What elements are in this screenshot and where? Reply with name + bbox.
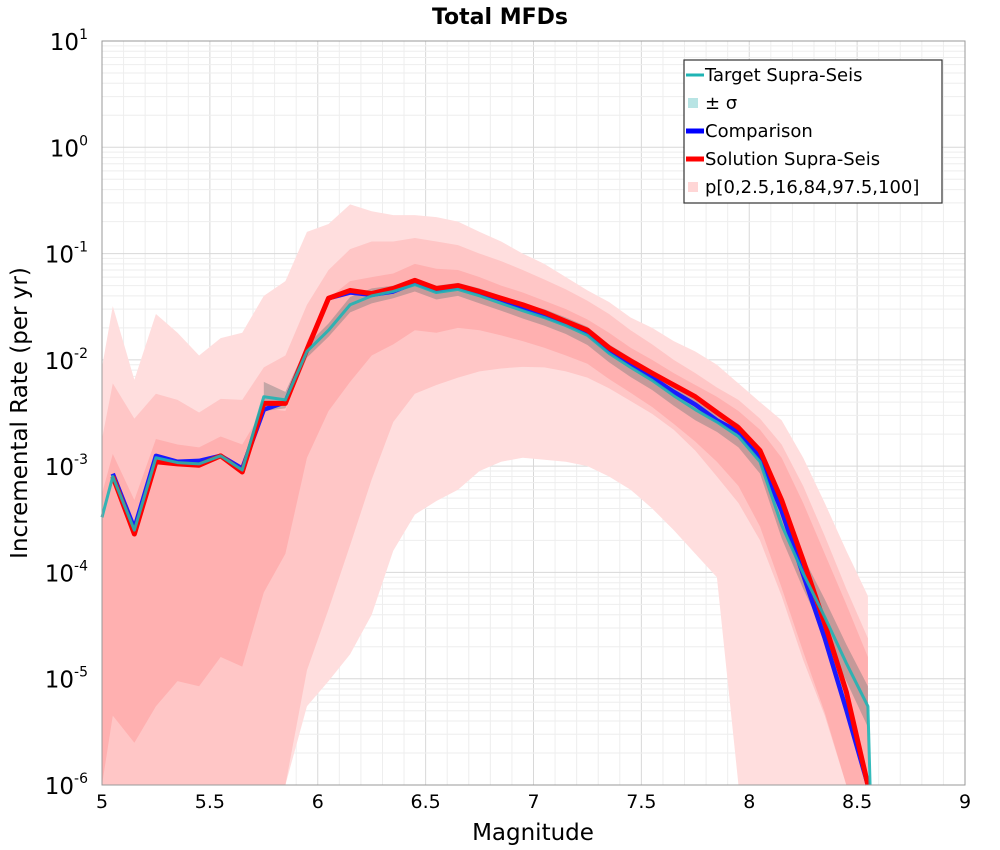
x-tick-label: 5.5 [195, 791, 225, 813]
x-tick-label: 7.5 [626, 791, 656, 813]
x-tick-label: 5 [96, 791, 108, 813]
chart-title: Total MFDs [432, 5, 568, 30]
legend: Target Supra-Seis ± σ Comparison Solution S… [683, 59, 943, 204]
legend-swatch-band [688, 182, 698, 192]
x-tick-label: 8.5 [842, 791, 872, 813]
y-axis-label: Incremental Rate (per yr) [7, 267, 33, 559]
legend-label: Target Supra-Seis [704, 65, 862, 86]
legend-label: Solution Supra-Seis [705, 149, 880, 170]
plot-frame [101, 40, 966, 786]
y-tick-label: 10-2 [45, 346, 88, 375]
legend-box [683, 59, 943, 204]
x-tick-label: 7 [527, 791, 539, 813]
x-axis-label: Magnitude [472, 820, 594, 846]
y-tick-label: 10-6 [45, 771, 88, 800]
legend-label: ± σ [705, 93, 737, 114]
y-axis-ticks: 101 100 10-1 10-2 10-3 10-4 10-5 10-6 [45, 27, 88, 800]
legend-swatch-band [688, 98, 698, 108]
legend-label: Comparison [705, 121, 813, 142]
y-tick-label: 10-3 [45, 452, 88, 481]
series-line-target [100, 283, 872, 786]
x-tick-label: 8 [743, 791, 755, 813]
x-tick-label: 9 [959, 791, 971, 813]
y-tick-label: 10-5 [45, 665, 88, 694]
x-tick-label: 6 [312, 791, 324, 813]
y-tick-label: 101 [50, 27, 88, 56]
x-axis-ticks: 5 5.5 6 6.5 7 7.5 8 8.5 9 [96, 791, 971, 813]
series-lines [100, 277, 872, 786]
y-tick-label: 10-1 [45, 240, 88, 269]
legend-label: p[0,2.5,16,84,97.5,100] [705, 177, 919, 198]
y-tick-label: 10-4 [45, 558, 88, 587]
x-tick-label: 6.5 [411, 791, 441, 813]
y-tick-label: 100 [50, 133, 88, 162]
